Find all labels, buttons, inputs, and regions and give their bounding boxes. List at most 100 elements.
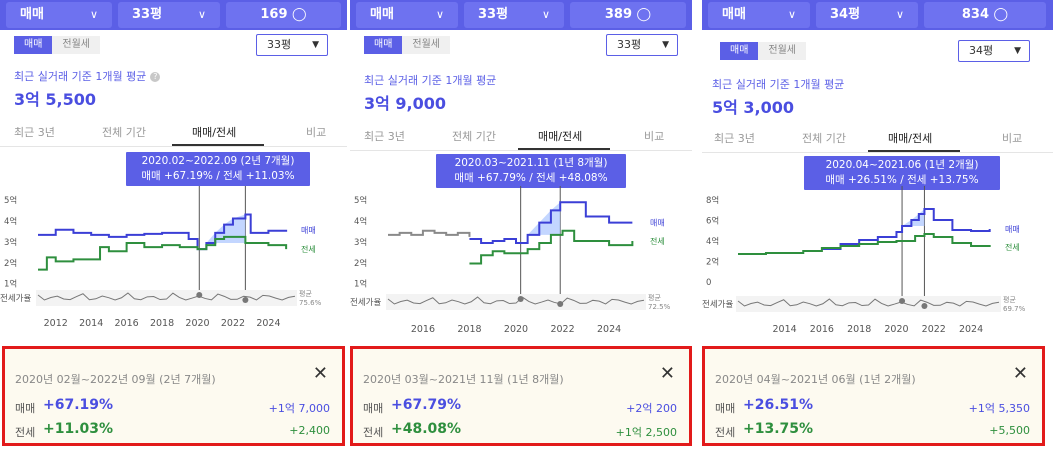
x-tick-label: 2022 [922, 324, 946, 335]
ratio-marker [557, 301, 564, 307]
avg-label: 최근 실거래 기준 1개월 평균? [14, 68, 161, 84]
x-tick-label: 2016 [115, 318, 139, 329]
summary-rent-row: 전세 +13.75% +5,500 [715, 421, 1030, 441]
period-tabs: 최근 3년 전체 기간 매매/전세 비교 [0, 120, 347, 146]
tab-buy-rent[interactable]: 매매/전세 [192, 126, 237, 139]
chevron-down-icon: ∨ [541, 8, 550, 21]
area-label: 34평 [830, 7, 861, 22]
tooltip-change: 매매 +26.51% / 전세 +13.75% [825, 174, 979, 186]
x-tick-label: 2022 [221, 318, 245, 329]
y-tick-label: 8억 [706, 195, 719, 206]
tab-all-period[interactable]: 전체 기간 [452, 130, 496, 143]
toggle-rent[interactable]: 전월세 [402, 36, 451, 54]
filter-bar: 매매 ∨ 33평 ∨ 389 ◯ [350, 0, 692, 30]
tab-compare[interactable]: 비교 [306, 126, 327, 139]
ratio-label: 전세가율 [702, 299, 733, 310]
ratio-marker [899, 298, 906, 304]
listing-count-button[interactable]: 169 ◯ [226, 2, 341, 28]
listing-count-button[interactable]: 834 ◯ [924, 2, 1046, 28]
x-tick-label: 2020 [504, 324, 528, 335]
y-tick-label: 3억 [4, 237, 17, 248]
x-tick-label: 2024 [959, 324, 983, 335]
series-line-3 [388, 229, 471, 237]
x-tick-label: 2022 [550, 324, 574, 335]
toggle-rent[interactable]: 전월세 [52, 36, 101, 54]
tab-recent-3y[interactable]: 최근 3년 [364, 130, 405, 143]
y-tick-label: 4억 [4, 216, 17, 227]
avg-ratio-value: 72.5% [648, 303, 671, 311]
x-tick-label: 2012 [44, 318, 68, 329]
x-tick-label: 2018 [457, 324, 481, 335]
avg-ratio-value: 69.7% [1003, 305, 1026, 313]
toggle-buy[interactable]: 매매 [364, 36, 403, 54]
summary-buy-row: 매매 +67.19% +1억 7,000 [15, 397, 330, 417]
avg-ratio-value: 75.6% [299, 299, 322, 307]
tab-buy-rent[interactable]: 매매/전세 [538, 130, 583, 143]
x-tick-label: 2024 [597, 324, 621, 335]
trade-type-dropdown[interactable]: 매매 ∨ [356, 2, 458, 28]
trade-toggle: 매매 전월세 [720, 42, 807, 60]
tooltip-change: 매매 +67.79% / 전세 +48.08% [454, 172, 608, 184]
area-label: 33평 [478, 7, 509, 22]
area-dropdown[interactable]: 33평 ∨ [464, 2, 564, 28]
tab-recent-3y[interactable]: 최근 3년 [14, 126, 55, 139]
size-select[interactable]: 33평 ▼ [606, 34, 678, 56]
chat-icon: ◯ [636, 7, 652, 22]
summary-rent-row: 전세 +48.08% +1억 2,500 [363, 421, 677, 441]
toggle-rent[interactable]: 전월세 [758, 42, 807, 60]
close-icon[interactable]: ✕ [1012, 363, 1028, 384]
tab-buy-rent[interactable]: 매매/전세 [888, 132, 933, 145]
tab-all-period[interactable]: 전체 기간 [102, 126, 146, 139]
series-line-1 [821, 208, 991, 250]
active-tab-indicator [868, 150, 960, 152]
area-dropdown[interactable]: 34평 ∨ [816, 2, 918, 28]
summary-rent-pct: +13.75% [743, 421, 814, 437]
active-tab-indicator [172, 144, 264, 146]
avg-label: 최근 실거래 기준 1개월 평균 [364, 74, 497, 87]
toggle-buy[interactable]: 매매 [720, 42, 759, 60]
summary-rent-amount: +1억 2,500 [615, 426, 677, 439]
x-tick-label: 2014 [79, 318, 103, 329]
summary-rent-amount: +2,400 [289, 424, 330, 437]
summary-buy-row: 매매 +67.79% +2억 200 [363, 397, 677, 417]
series-line-2 [738, 233, 991, 255]
ratio-line [37, 292, 296, 301]
tab-recent-3y[interactable]: 최근 3년 [714, 132, 755, 145]
trade-type-dropdown[interactable]: 매매 ∨ [6, 2, 112, 28]
tab-compare[interactable]: 비교 [644, 130, 665, 143]
listing-count-button[interactable]: 389 ◯ [570, 2, 686, 28]
series-label: 매매 [650, 219, 665, 228]
summary-buy-pct: +67.19% [43, 397, 114, 413]
area-dropdown[interactable]: 33평 ∨ [118, 2, 220, 28]
close-icon[interactable]: ✕ [659, 363, 675, 384]
tab-compare[interactable]: 비교 [1002, 132, 1023, 145]
info-icon[interactable]: ? [150, 72, 161, 82]
tab-divider [350, 150, 692, 151]
y-tick-label: 2억 [4, 258, 17, 269]
tab-all-period[interactable]: 전체 기간 [802, 132, 846, 145]
series-label: 전세 [650, 236, 665, 246]
y-tick-label: 3억 [354, 237, 367, 248]
avg-label: 최근 실거래 기준 1개월 평균 [712, 78, 845, 91]
chevron-down-icon: ∨ [787, 8, 796, 21]
change-summary-2: 2020년 03월~2021년 11월 (1년 8개월) ✕ 매매 +67.79… [350, 346, 692, 446]
summary-buy-amount: +1억 5,350 [968, 402, 1030, 415]
avg-value: 5억 3,000 [712, 98, 795, 117]
period-tabs: 최근 3년 전체 기간 매매/전세 비교 [702, 126, 1053, 152]
trade-type-dropdown[interactable]: 매매 ∨ [708, 2, 810, 28]
toggle-buy[interactable]: 매매 [14, 36, 53, 54]
size-select-value: 34평 [969, 44, 994, 57]
size-select[interactable]: 34평 ▼ [958, 40, 1030, 62]
summary-rent-label: 전세 [15, 426, 36, 439]
y-tick-label: 0 [706, 278, 711, 288]
close-icon[interactable]: ✕ [312, 363, 328, 384]
summary-period: 2020년 04월~2021년 06월 (1년 2개월) [715, 373, 916, 386]
trade-toggle: 매매 전월세 [364, 36, 451, 54]
selection-tooltip: 2020.03~2021.11 (1년 8개월) 매매 +67.79% / 전세… [436, 154, 626, 188]
chat-icon: ◯ [993, 7, 1009, 22]
y-tick-label: 5억 [354, 195, 367, 206]
size-select[interactable]: 33평 ▼ [256, 34, 328, 56]
